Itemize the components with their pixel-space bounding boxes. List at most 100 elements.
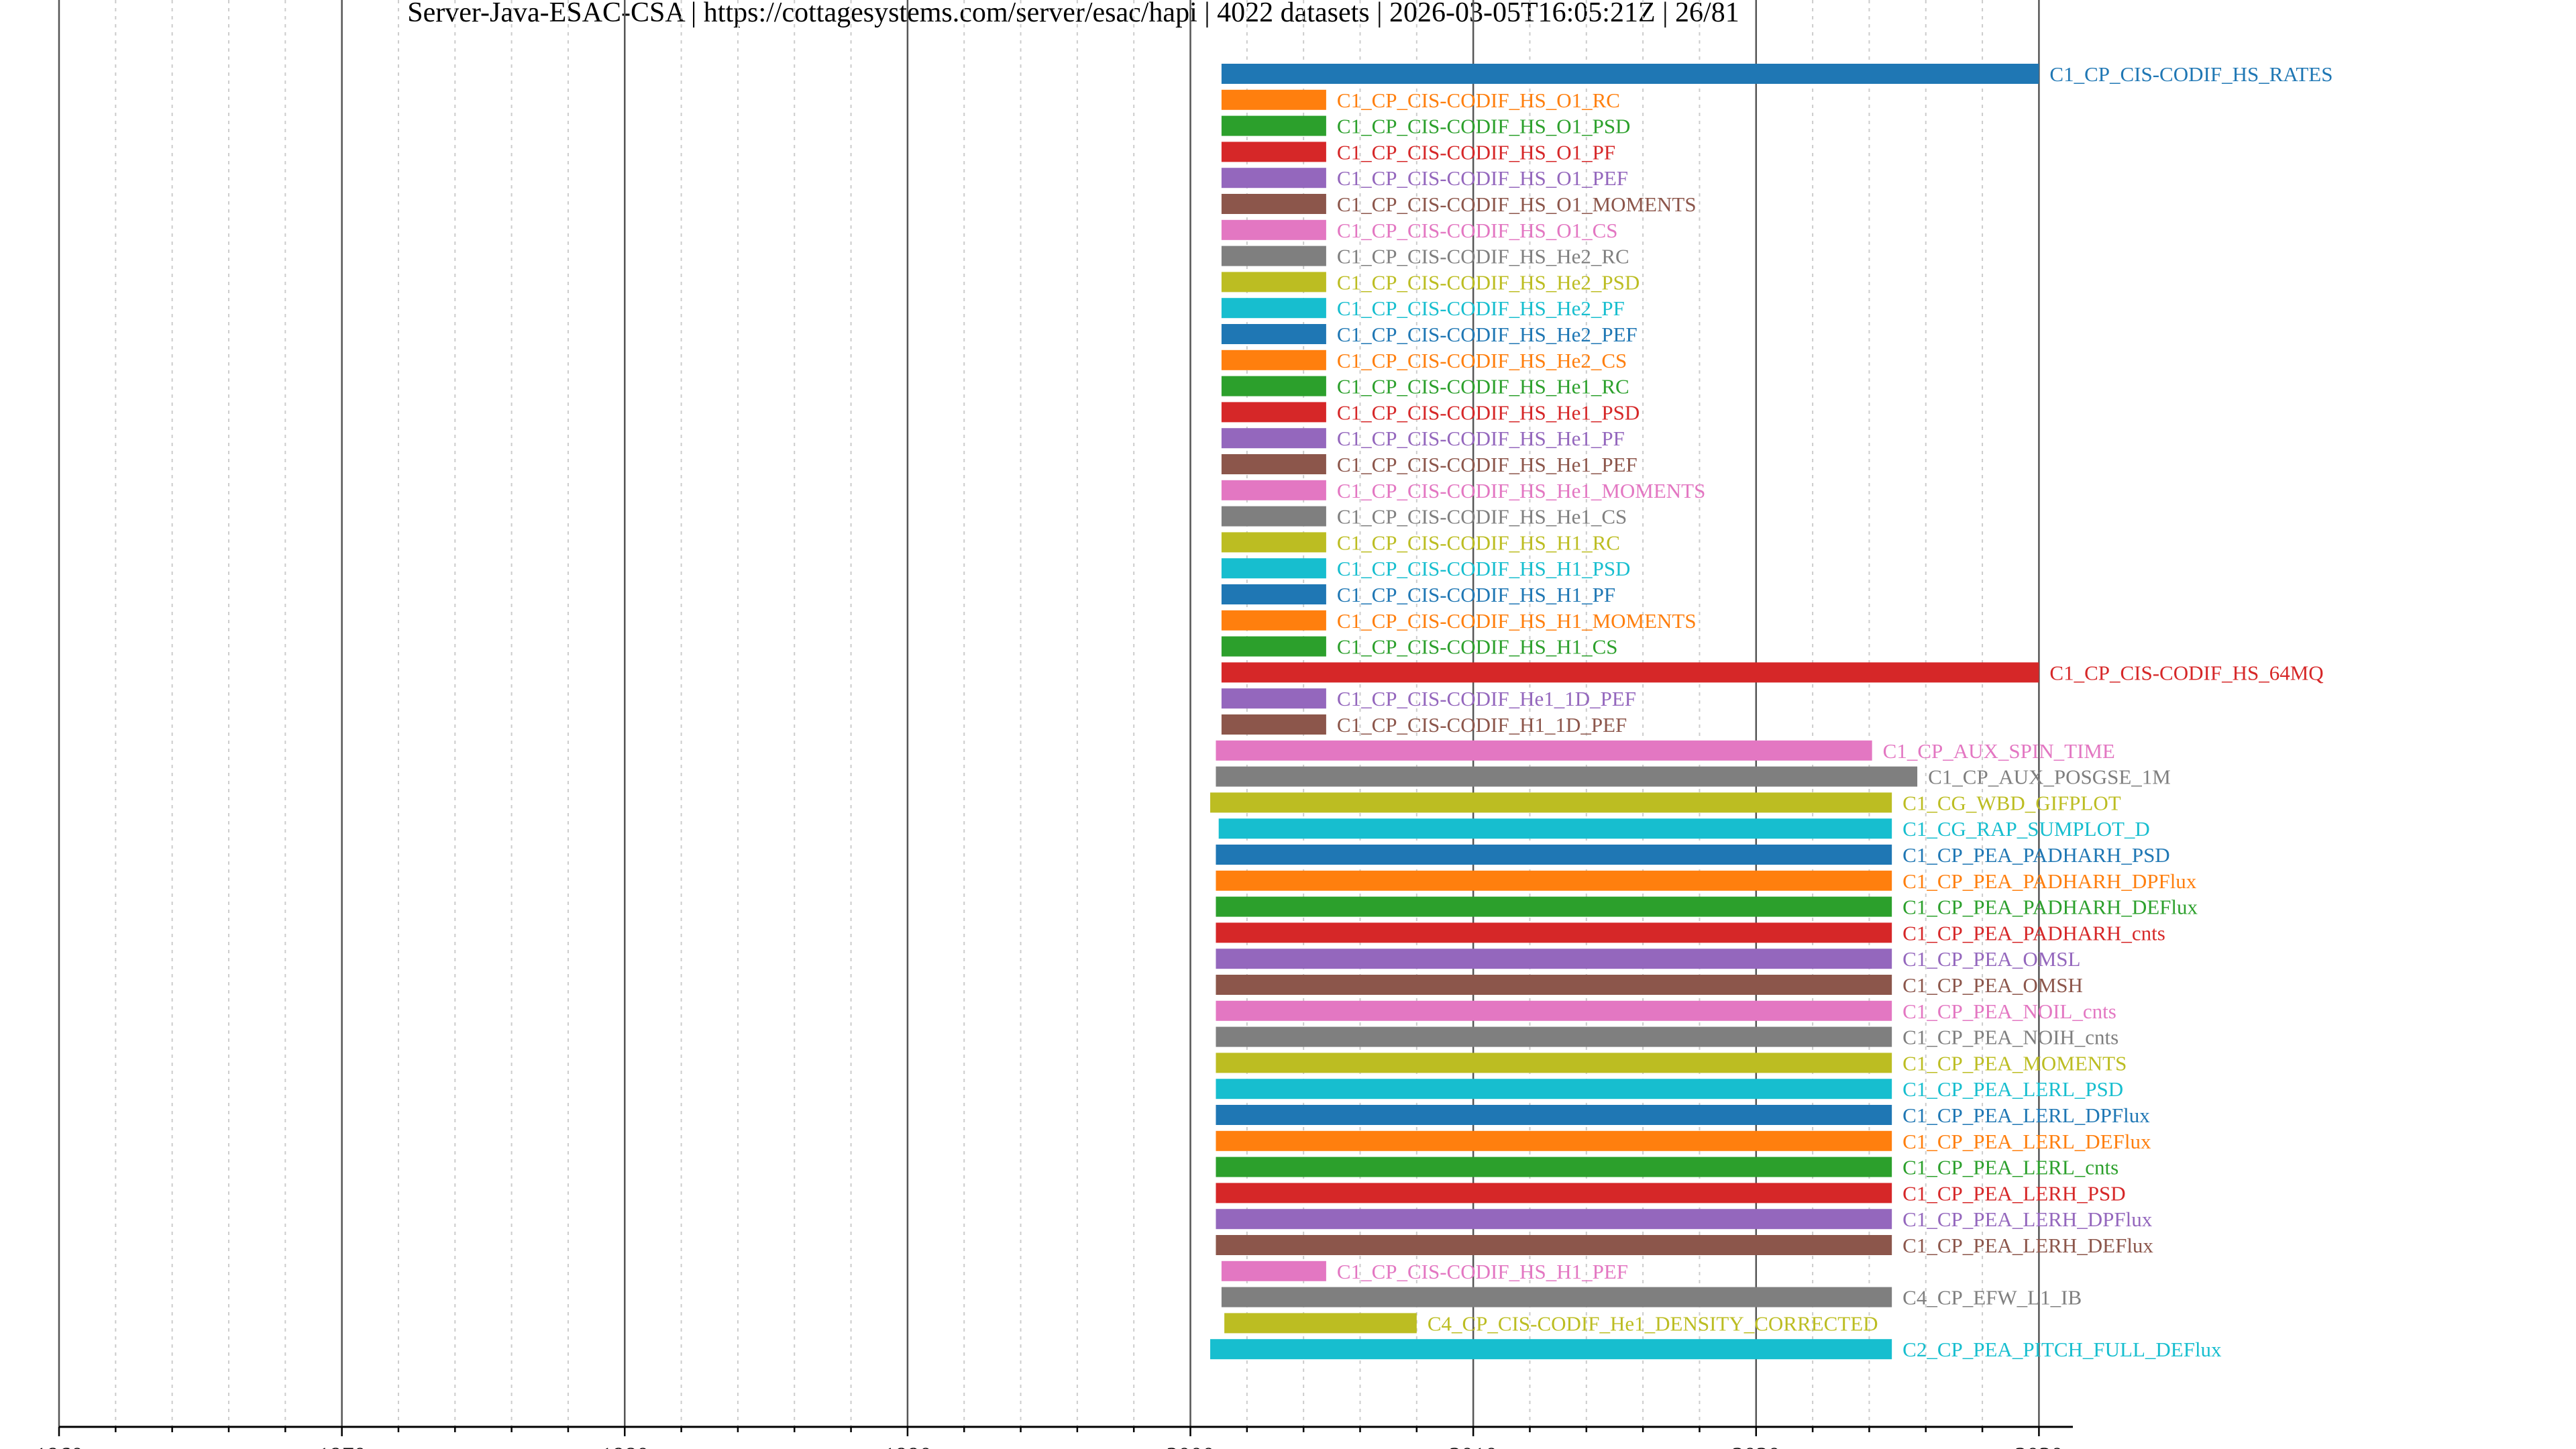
dataset-bar (1216, 1130, 1892, 1151)
dataset-bar (1221, 168, 1326, 189)
dataset-label: C1_CP_CIS-CODIF_HS_He1_RC (1337, 375, 1629, 398)
dataset-label: C1_CP_CIS-CODIF_HS_He2_CS (1337, 349, 1627, 372)
dataset-label: C1_CP_AUX_SPIN_TIME (1883, 739, 2115, 763)
dataset-label: C1_CP_CIS-CODIF_HS_O1_PEF (1337, 166, 1628, 190)
dataset-bars (1210, 64, 2039, 1360)
dataset-bar (1221, 350, 1326, 370)
dataset-label: C1_CP_PEA_PADHARH_cnts (1902, 921, 2165, 945)
dataset-label: C1_CP_CIS-CODIF_HS_RATES (2049, 62, 2332, 86)
x-tick-label: 1980 (600, 1442, 649, 1449)
dataset-label: C1_CP_CIS-CODIF_HS_He2_PSD (1337, 270, 1640, 294)
dataset-bar (1221, 376, 1326, 396)
dataset-label: C2_CP_PEA_PITCH_FULL_DEFlux (1902, 1338, 2222, 1361)
x-axis: 1960 1970 1980 1990 2000 2010 2020 2030 (35, 1426, 2073, 1449)
dataset-label: C1_CP_CIS-CODIF_HS_64MQ (2049, 661, 2323, 684)
x-tick-label: 2010 (1449, 1442, 1497, 1449)
dataset-bar (1218, 818, 1892, 839)
dataset-label: C4_CP_CIS-CODIF_He1_DENSITY_CORRECTED (1428, 1311, 1878, 1335)
dataset-label: C1_CG_RAP_SUMPLOT_D (1902, 817, 2150, 841)
chart-title: Server-Java-ESAC-CSA | https://cottagesy… (407, 0, 1739, 28)
dataset-label: C1_CP_CIS-CODIF_HS_He2_PF (1337, 297, 1625, 320)
dataset-bar (1221, 324, 1326, 344)
dataset-bar (1221, 714, 1326, 735)
dataset-bar (1221, 636, 1326, 657)
dataset-bar (1216, 1235, 1892, 1255)
dataset-label: C1_CP_CIS-CODIF_He1_1D_PEF (1337, 687, 1636, 710)
dataset-bar (1221, 64, 2039, 84)
dataset-label: C1_CP_CIS-CODIF_HS_He1_CS (1337, 505, 1627, 529)
dataset-label: C1_CP_PEA_LERH_PSD (1902, 1181, 2125, 1205)
dataset-bar (1216, 1000, 1892, 1021)
dataset-bar (1216, 896, 1892, 917)
dataset-bar (1221, 1260, 1326, 1281)
dataset-label: C1_CP_PEA_LERH_DEFlux (1902, 1234, 2153, 1257)
dataset-bar (1224, 1313, 1417, 1334)
dataset-bar (1221, 194, 1326, 214)
dataset-label: C1_CP_CIS-CODIF_HS_O1_MOMENTS (1337, 193, 1697, 216)
x-tick-label: 2000 (1167, 1442, 1215, 1449)
dataset-bar (1221, 272, 1326, 292)
dataset-label: C1_CP_PEA_LERL_DPFlux (1902, 1104, 2150, 1127)
dataset-bar (1221, 1287, 1892, 1307)
dataset-label: C1_CP_AUX_POSGSE_1M (1928, 765, 2171, 789)
dataset-label: C1_CP_PEA_MOMENTS (1902, 1051, 2127, 1075)
dataset-label: C1_CP_CIS-CODIF_HS_H1_MOMENTS (1337, 609, 1697, 633)
dataset-label: C1_CP_CIS-CODIF_HS_He1_PEF (1337, 453, 1638, 476)
dataset-label: C1_CP_PEA_NOIL_cnts (1902, 1000, 2116, 1023)
dataset-bar (1221, 688, 1326, 709)
dataset-label: C1_CP_CIS-CODIF_HS_O1_RC (1337, 89, 1620, 112)
dataset-label: C1_CP_CIS-CODIF_HS_O1_PSD (1337, 115, 1631, 138)
major-gridlines (58, 0, 2040, 1427)
dataset-bar (1216, 949, 1892, 969)
dataset-label: C1_CP_CIS-CODIF_HS_O1_CS (1337, 219, 1618, 242)
dataset-label: C1_CP_CIS-CODIF_HS_H1_PSD (1337, 557, 1631, 580)
dataset-bar (1221, 219, 1326, 240)
dataset-label: C1_CP_PEA_NOIH_cnts (1902, 1026, 2118, 1049)
dataset-bar (1221, 402, 1326, 423)
dataset-label: C1_CP_PEA_PADHARH_DEFlux (1902, 896, 2198, 919)
dataset-label: C1_CP_CIS-CODIF_HS_H1_CS (1337, 635, 1618, 659)
dataset-bar (1216, 1079, 1892, 1099)
dataset-bar (1221, 662, 2039, 683)
dataset-label: C1_CP_CIS-CODIF_HS_O1_PF (1337, 140, 1615, 164)
dataset-labels: C1_CP_CIS-CODIF_HS_RATES C1_CP_CIS-CODIF_… (1337, 62, 2333, 1361)
x-tick-label: 1960 (35, 1442, 83, 1449)
dataset-bar (1210, 1339, 1892, 1360)
dataset-label: C1_CP_CIS-CODIF_HS_He2_RC (1337, 245, 1629, 268)
x-tick-label: 2020 (1732, 1442, 1780, 1449)
dataset-bar (1221, 298, 1326, 319)
x-tick-label: 1990 (883, 1442, 932, 1449)
dataset-bar (1216, 870, 1892, 891)
dataset-label: C1_CP_PEA_OMSL (1902, 947, 2080, 971)
dataset-label: C1_CP_CIS-CODIF_H1_1D_PEF (1337, 713, 1627, 737)
dataset-bar (1221, 454, 1326, 474)
dataset-bar (1221, 558, 1326, 579)
dataset-label: C1_CP_PEA_OMSH (1902, 973, 2083, 997)
dataset-bar (1221, 610, 1326, 631)
dataset-bar (1221, 142, 1326, 162)
dataset-bar (1216, 975, 1892, 995)
dataset-bar (1216, 845, 1892, 865)
dataset-bar (1221, 532, 1326, 553)
dataset-label: C1_CP_PEA_LERL_PSD (1902, 1077, 2123, 1101)
dataset-bar (1216, 1209, 1892, 1230)
dataset-bar (1216, 1157, 1892, 1177)
dataset-bar (1221, 428, 1326, 449)
dataset-bar (1216, 740, 1872, 761)
dataset-bar (1216, 1183, 1892, 1203)
dataset-label: C1_CP_PEA_PADHARH_DPFlux (1902, 869, 2197, 893)
dataset-label: C1_CP_CIS-CODIF_HS_H1_RC (1337, 531, 1620, 554)
dataset-bar (1221, 480, 1326, 500)
dataset-label: C1_CP_CIS-CODIF_HS_H1_PEF (1337, 1260, 1628, 1283)
x-tick-label: 2030 (2015, 1442, 2063, 1449)
dataset-bar (1216, 1026, 1892, 1047)
dataset-label: C1_CG_WBD_GIFPLOT (1902, 791, 2121, 814)
dataset-bar (1221, 584, 1326, 604)
dataset-bar (1216, 1105, 1892, 1125)
dataset-bar (1210, 792, 1892, 813)
dataset-bar (1221, 506, 1326, 527)
dataset-bar (1216, 766, 1918, 787)
dataset-bar (1221, 89, 1326, 110)
dataset-label: C4_CP_EFW_L1_IB (1902, 1286, 2082, 1309)
